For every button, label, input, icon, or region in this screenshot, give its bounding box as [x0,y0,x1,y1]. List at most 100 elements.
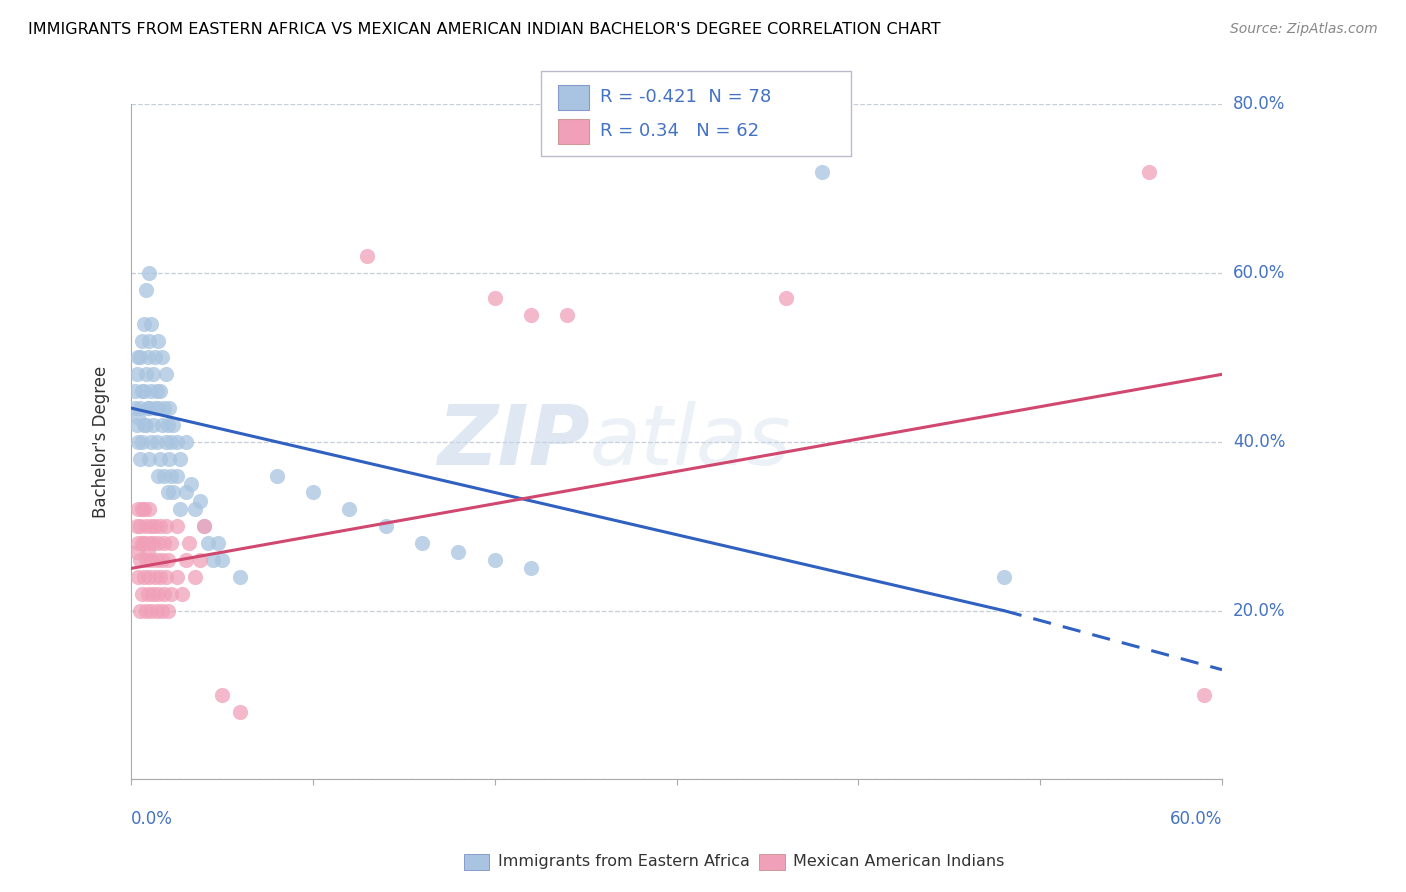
Text: 60.0%: 60.0% [1233,264,1285,282]
Point [356,249,378,263]
Point [1192,688,1215,702]
Point [143,401,166,415]
Point [132,536,155,550]
Point [166,468,188,483]
Point [150,604,173,618]
Point [131,384,153,399]
Text: Mexican American Indians: Mexican American Indians [793,855,1004,869]
Point [169,502,191,516]
Point [131,502,153,516]
Point [169,451,191,466]
Point [374,519,396,533]
Point [166,434,188,449]
Point [127,409,149,424]
Point [166,519,188,533]
Point [156,417,179,432]
Point [129,519,152,533]
Text: Source: ZipAtlas.com: Source: ZipAtlas.com [1230,22,1378,37]
Point [179,536,201,550]
Point [135,283,157,297]
Point [129,553,152,567]
Point [157,451,180,466]
Point [207,536,229,550]
Point [149,451,172,466]
Point [1137,165,1160,179]
Point [150,351,173,365]
Point [170,587,193,601]
Point [150,417,173,432]
Point [811,165,834,179]
Point [127,434,149,449]
Point [148,536,170,550]
Point [447,544,470,558]
Point [162,417,184,432]
Point [153,468,176,483]
Point [127,502,149,516]
Point [135,553,157,567]
Point [136,401,159,415]
Text: 80.0%: 80.0% [1233,95,1285,113]
Point [136,544,159,558]
Point [138,266,160,280]
Point [155,368,177,382]
Point [132,317,155,331]
Text: 40.0%: 40.0% [1233,433,1285,450]
Point [142,536,165,550]
Point [145,553,167,567]
Point [135,604,157,618]
Point [148,401,170,415]
Point [160,468,183,483]
Point [157,401,180,415]
Text: 20.0%: 20.0% [1233,601,1285,620]
Point [302,485,325,500]
Point [211,553,233,567]
Point [132,384,155,399]
Point [156,485,179,500]
Y-axis label: Bachelor's Degree: Bachelor's Degree [93,366,110,518]
Point [155,434,177,449]
Point [141,434,163,449]
Point [160,434,183,449]
Point [184,502,207,516]
Point [160,587,183,601]
Point [138,451,160,466]
Point [132,417,155,432]
Point [145,434,167,449]
Point [155,519,177,533]
Point [155,570,177,584]
Point [484,291,506,305]
Point [160,536,183,550]
Point [149,519,172,533]
Point [141,519,163,533]
Point [125,544,148,558]
Point [193,519,215,533]
Point [127,536,149,550]
Point [136,351,159,365]
Point [993,570,1015,584]
Point [156,604,179,618]
Point [150,553,173,567]
Point [136,587,159,601]
Point [142,417,165,432]
Text: IMMIGRANTS FROM EASTERN AFRICA VS MEXICAN AMERICAN INDIAN BACHELOR'S DEGREE CORR: IMMIGRANTS FROM EASTERN AFRICA VS MEXICA… [28,22,941,37]
Point [135,368,157,382]
Point [141,604,163,618]
Point [148,334,170,348]
Point [184,570,207,584]
Point [129,351,152,365]
Point [143,519,166,533]
Point [127,570,149,584]
Point [135,417,157,432]
Point [129,401,152,415]
Point [174,553,197,567]
Point [229,705,252,719]
Point [153,587,176,601]
Point [132,502,155,516]
Text: R = -0.421  N = 78: R = -0.421 N = 78 [600,88,772,106]
Point [125,417,148,432]
Point [149,384,172,399]
Point [174,434,197,449]
Point [143,351,166,365]
Point [337,502,360,516]
Point [138,570,160,584]
